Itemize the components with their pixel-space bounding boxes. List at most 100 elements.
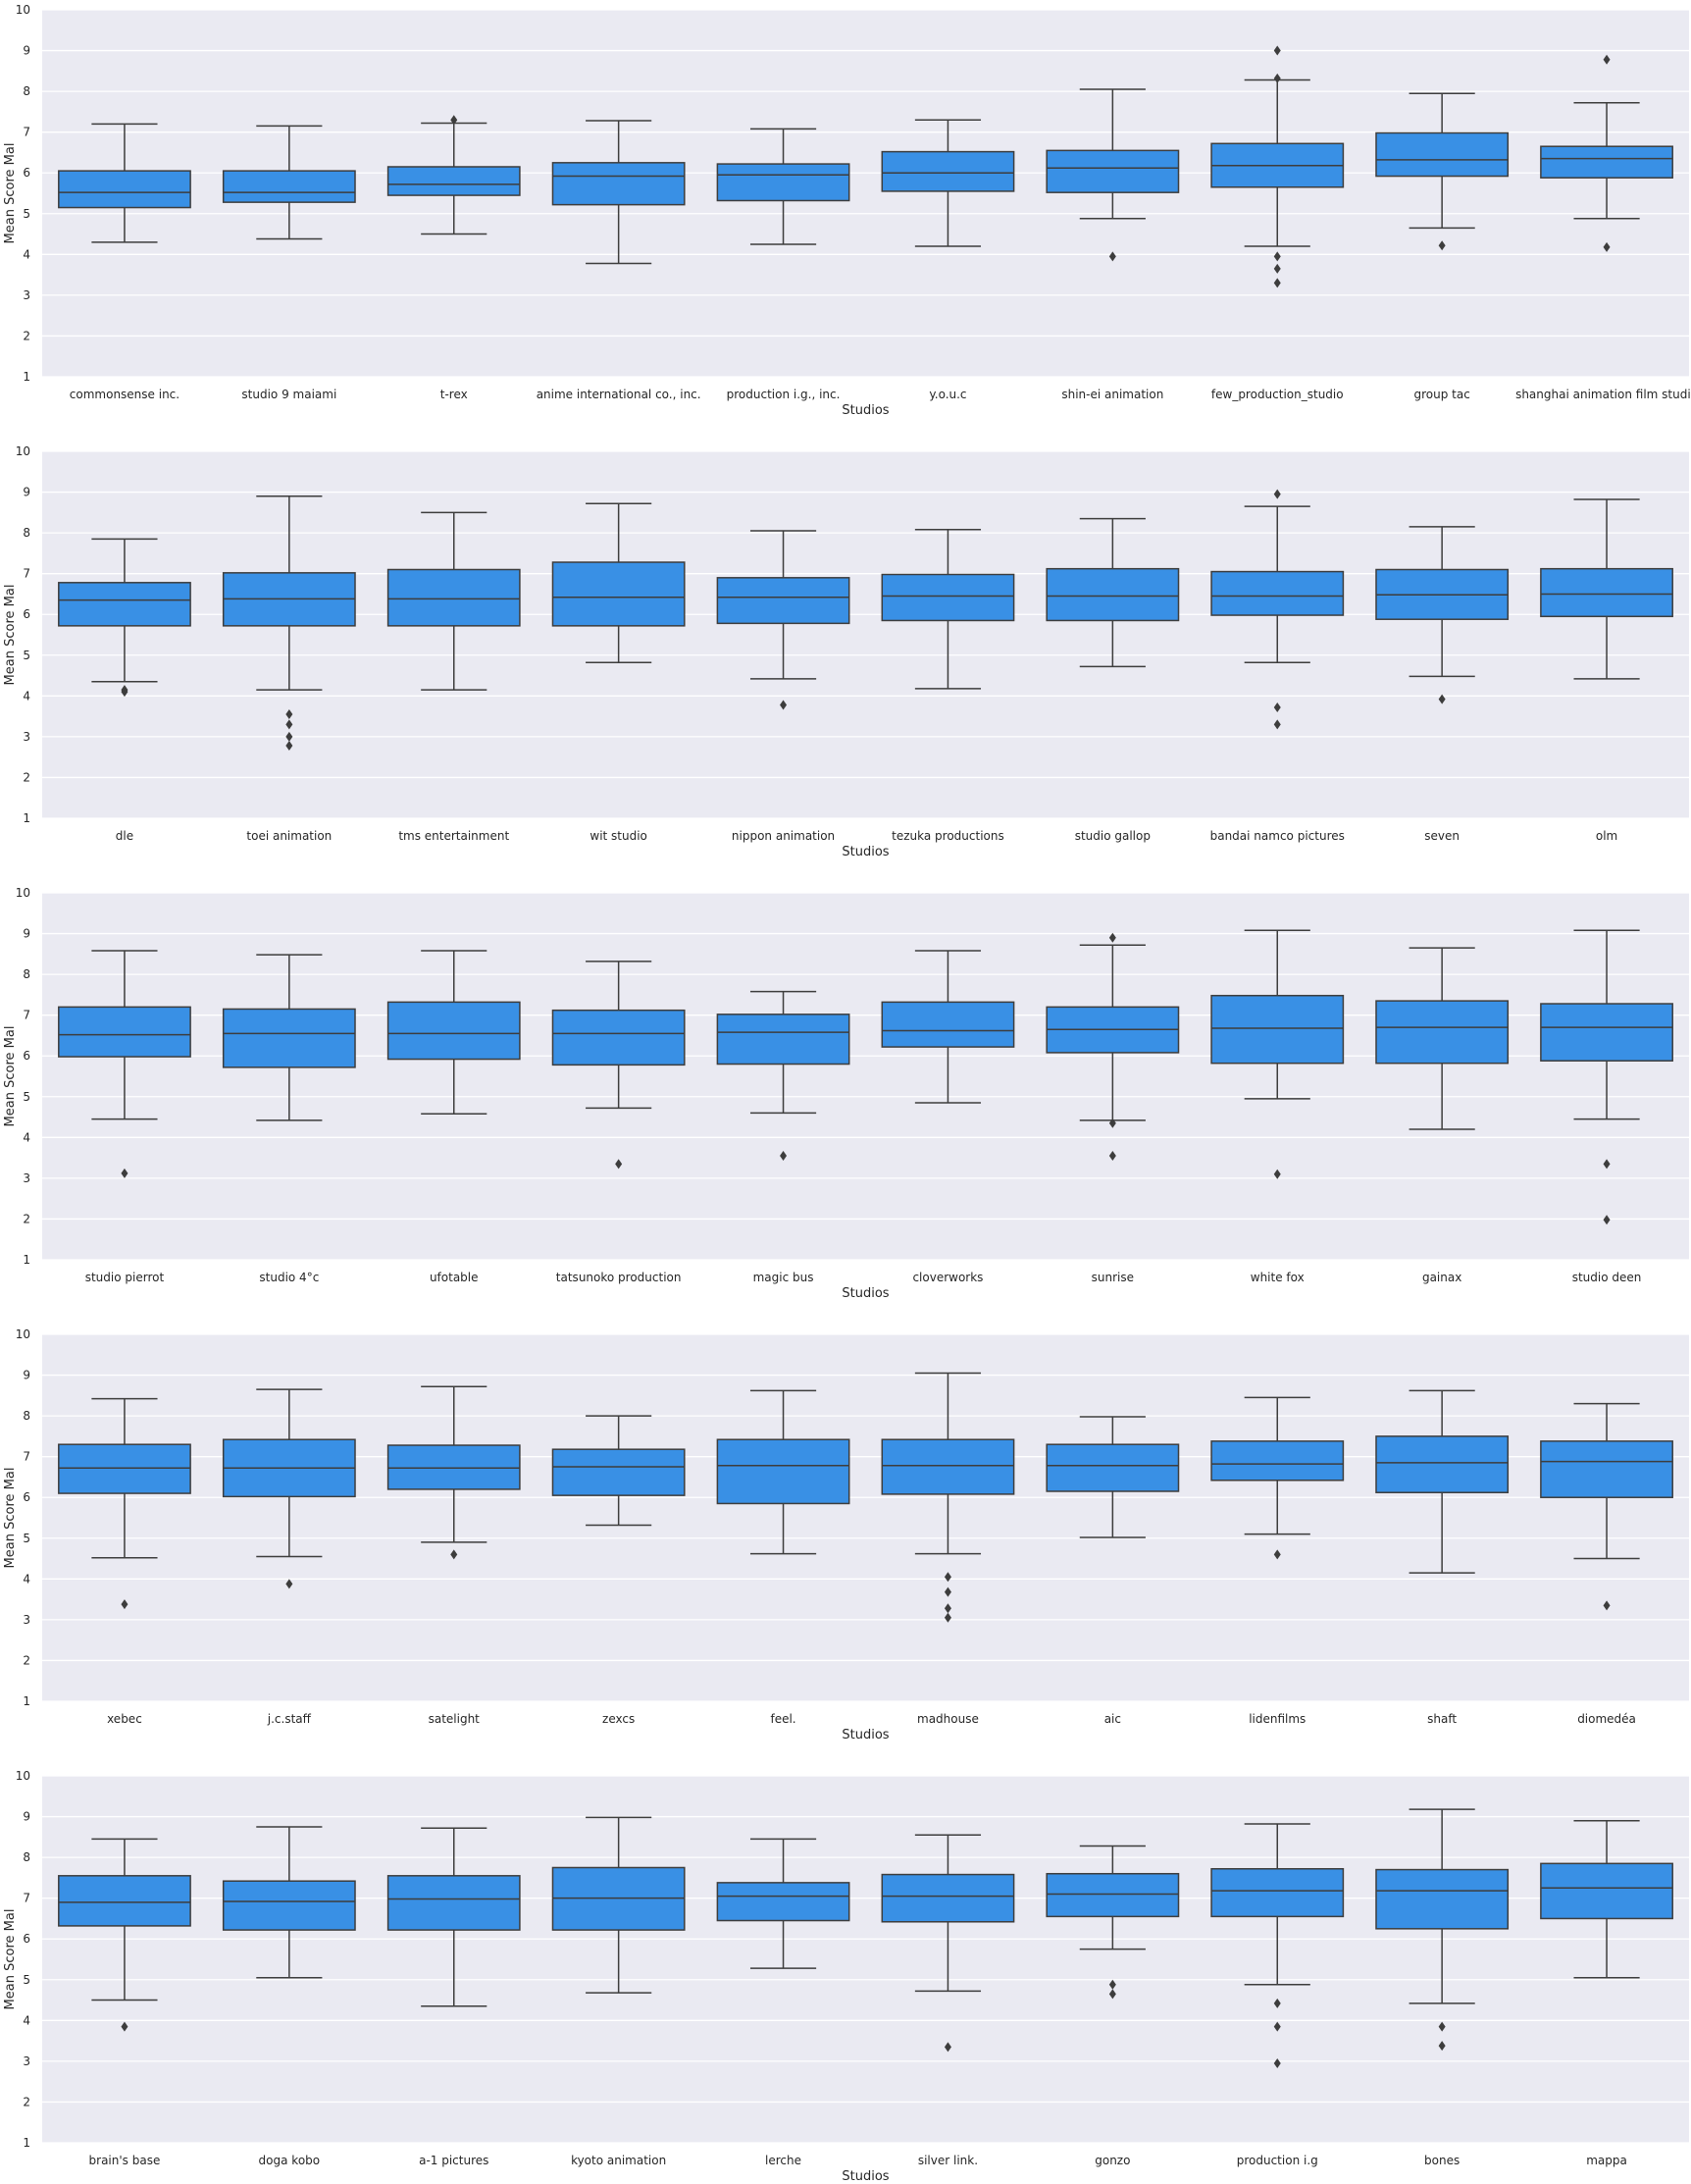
y-tick-label: 6 — [23, 166, 30, 180]
box-bones — [1375, 1808, 1510, 2052]
y-tick-label: 9 — [23, 486, 30, 499]
x-tick-label: shin-ei animation — [1061, 388, 1163, 401]
box-satelight — [386, 1385, 521, 1560]
box-iqr — [551, 561, 686, 627]
box-iqr — [1046, 567, 1180, 622]
box-xebec — [58, 1397, 191, 1610]
box-iqr — [551, 162, 686, 206]
outlier-point — [615, 1159, 623, 1170]
box-iqr — [58, 170, 191, 209]
outlier-point — [1438, 694, 1446, 704]
box-iqr — [716, 163, 850, 202]
box-cloverworks — [881, 950, 1015, 1104]
x-tick-label: a-1 pictures — [419, 2154, 488, 2167]
x-tick-label: t-rex — [440, 388, 468, 401]
chart-panel-1: 1 2 3 4 5 6 7 8 9 10 Mean Score Mal Studios commonse… — [3, 3, 1691, 418]
x-tick-label: toei animation — [246, 829, 332, 843]
box-production-i-g-inc- — [716, 128, 850, 245]
x-tick-label: kyoto animation — [571, 2154, 666, 2167]
box-gainax — [1375, 947, 1510, 1130]
y-tick-label: 2 — [23, 1212, 30, 1225]
box-iqr — [58, 582, 191, 627]
box-iqr — [551, 1009, 686, 1066]
y-tick-label: 9 — [23, 927, 30, 941]
box-production-i-g — [1210, 1823, 1345, 2068]
box-a-1-pictures — [386, 1827, 521, 2007]
x-tick-label: madhouse — [917, 1712, 979, 1726]
box-t-rex — [386, 115, 521, 235]
box-iqr — [386, 1875, 521, 1931]
outlier-point — [1603, 241, 1611, 252]
box-iqr — [386, 568, 521, 627]
x-tick-label: lerche — [765, 2154, 801, 2167]
box-iqr — [1540, 145, 1673, 179]
box-iqr — [881, 1001, 1015, 1048]
x-tick-label: bandai namco pictures — [1210, 829, 1345, 843]
outlier-point — [944, 1603, 951, 1614]
box-madhouse — [881, 1372, 1015, 1623]
y-tick-label: 8 — [23, 967, 30, 981]
box-sunrise — [1046, 932, 1180, 1162]
outlier-point — [1273, 73, 1281, 83]
box-zexcs — [551, 1415, 686, 1527]
x-axis-label: Studios — [842, 845, 889, 859]
y-tick-label: 10 — [16, 886, 30, 900]
x-tick-label: silver link. — [918, 2154, 978, 2167]
x-tick-label: tms entertainment — [398, 829, 509, 843]
y-tick-label: 8 — [23, 1850, 30, 1864]
box-gonzo — [1046, 1845, 1180, 2000]
y-tick-label: 6 — [23, 1049, 30, 1063]
box-studio-9-maiami — [222, 125, 356, 240]
y-axis-label: Mean Score Mal — [3, 143, 18, 244]
y-tick-label: 5 — [23, 1973, 30, 1987]
box-iqr — [1375, 1000, 1510, 1065]
outlier-point — [121, 1168, 128, 1178]
outlier-point — [1273, 1549, 1281, 1560]
outlier-point — [285, 709, 293, 720]
box-tms-entertainment — [386, 511, 521, 691]
box-group-tac — [1375, 92, 1510, 251]
x-axis-label: Studios — [842, 2169, 889, 2184]
box-olm — [1540, 498, 1673, 680]
x-tick-label: commonsense inc. — [70, 388, 179, 401]
outlier-point — [285, 719, 293, 730]
outlier-point — [1273, 2057, 1281, 2068]
outlier-point — [285, 741, 293, 752]
box-wit-studio — [551, 502, 686, 664]
outlier-point — [285, 1579, 293, 1589]
x-tick-label: production i.g — [1237, 2154, 1318, 2167]
x-tick-label: y.o.u.c — [929, 388, 966, 401]
y-axis-label: Mean Score Mal — [3, 1909, 18, 2010]
x-tick-label: studio 4°c — [259, 1271, 319, 1284]
box-few-production-studio — [1210, 45, 1345, 288]
box-bandai-namco-pictures — [1210, 489, 1345, 730]
x-tick-label: shanghai animation film studio — [1515, 388, 1691, 401]
y-axis-label: Mean Score Mal — [3, 585, 18, 686]
y-tick-label: 1 — [23, 811, 30, 825]
y-tick-label: 4 — [23, 2013, 30, 2027]
outlier-point — [1273, 702, 1281, 712]
box-studio-deen — [1540, 929, 1673, 1225]
x-tick-label: bones — [1424, 2154, 1460, 2167]
box-toei-animation — [222, 494, 356, 752]
x-tick-label: brain's base — [89, 2154, 161, 2167]
y-axis-label: Mean Score Mal — [3, 1026, 18, 1127]
outlier-point — [1108, 1118, 1116, 1128]
y-tick-label: 6 — [23, 1490, 30, 1504]
outlier-point — [1273, 1169, 1281, 1179]
box-studio-4-c — [222, 954, 356, 1121]
box-studio-pierrot — [58, 950, 191, 1178]
box-iqr — [1210, 994, 1345, 1065]
x-tick-label: gonzo — [1095, 2154, 1130, 2167]
y-tick-label: 1 — [23, 1694, 30, 1708]
y-tick-label: 1 — [23, 1253, 30, 1267]
y-tick-label: 10 — [16, 1327, 30, 1341]
outlier-point — [944, 1572, 951, 1583]
x-tick-label: white fox — [1251, 1271, 1305, 1284]
y-tick-label: 1 — [23, 370, 30, 384]
y-tick-label: 8 — [23, 84, 30, 98]
outlier-point — [450, 115, 458, 126]
x-tick-label: xebec — [107, 1712, 142, 1726]
box-iqr — [1540, 1440, 1673, 1498]
box-iqr — [716, 1014, 850, 1066]
